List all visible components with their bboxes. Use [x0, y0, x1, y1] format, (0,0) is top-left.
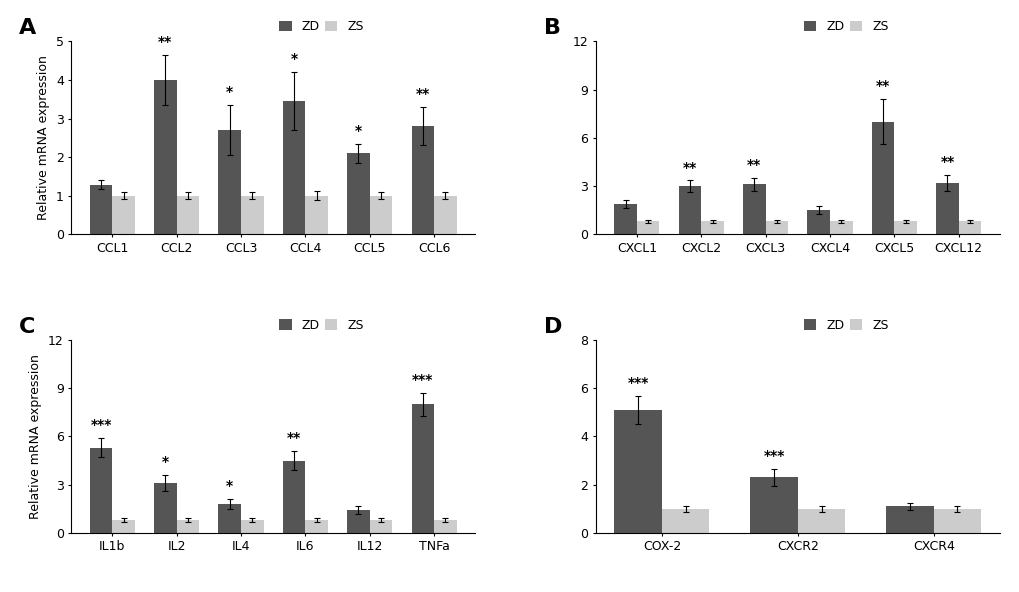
Bar — [346, 510, 369, 533]
Text: *: * — [290, 53, 298, 66]
Bar — [369, 195, 392, 234]
Bar — [218, 504, 240, 533]
Bar — [282, 101, 305, 234]
Text: **: ** — [747, 158, 761, 172]
Text: **: ** — [682, 160, 696, 175]
Bar — [701, 221, 723, 234]
Bar — [935, 183, 958, 234]
Bar — [112, 195, 135, 234]
Bar — [894, 221, 916, 234]
Text: ***: *** — [762, 449, 784, 463]
Y-axis label: Relative mRNA expression: Relative mRNA expression — [30, 354, 43, 519]
Bar — [369, 520, 392, 533]
Legend: ZD, ZS: ZD, ZS — [279, 319, 364, 332]
Bar — [743, 184, 765, 234]
Text: **: ** — [875, 79, 890, 94]
Text: **: ** — [158, 35, 172, 49]
Text: *: * — [226, 85, 233, 99]
Text: **: ** — [286, 431, 301, 445]
Text: **: ** — [940, 155, 954, 169]
Bar — [661, 509, 709, 533]
Bar — [829, 221, 852, 234]
Bar — [613, 410, 661, 533]
Bar — [154, 80, 176, 234]
Legend: ZD, ZS: ZD, ZS — [803, 319, 888, 332]
Text: C: C — [19, 317, 36, 337]
Bar — [240, 520, 263, 533]
Y-axis label: Relative mRNA expression: Relative mRNA expression — [37, 55, 50, 220]
Bar — [90, 448, 112, 533]
Text: ***: *** — [627, 376, 648, 390]
Bar — [434, 520, 457, 533]
Text: *: * — [355, 124, 362, 138]
Bar — [346, 153, 369, 234]
Bar — [958, 221, 980, 234]
Bar — [240, 195, 263, 234]
Bar — [886, 506, 932, 533]
Bar — [765, 221, 788, 234]
Bar — [90, 185, 112, 234]
Bar — [797, 509, 845, 533]
Bar — [176, 520, 199, 533]
Legend: ZD, ZS: ZD, ZS — [803, 20, 888, 33]
Bar — [176, 195, 199, 234]
Bar — [305, 195, 327, 234]
Text: D: D — [543, 317, 561, 337]
Bar — [411, 126, 434, 234]
Bar — [871, 122, 894, 234]
Bar — [218, 130, 240, 234]
Bar — [305, 520, 327, 533]
Bar — [750, 477, 797, 533]
Bar — [678, 186, 701, 234]
Bar — [411, 404, 434, 533]
Text: *: * — [226, 480, 233, 493]
Legend: ZD, ZS: ZD, ZS — [279, 20, 364, 33]
Bar — [636, 221, 659, 234]
Text: A: A — [19, 18, 36, 38]
Bar — [112, 520, 135, 533]
Bar — [932, 509, 980, 533]
Bar — [613, 204, 636, 234]
Text: **: ** — [416, 87, 430, 101]
Text: ***: *** — [91, 419, 112, 432]
Bar — [434, 195, 457, 234]
Bar — [807, 210, 829, 234]
Text: *: * — [162, 455, 169, 469]
Bar — [154, 483, 176, 533]
Text: ***: *** — [412, 374, 433, 387]
Text: B: B — [543, 18, 560, 38]
Bar — [282, 461, 305, 533]
